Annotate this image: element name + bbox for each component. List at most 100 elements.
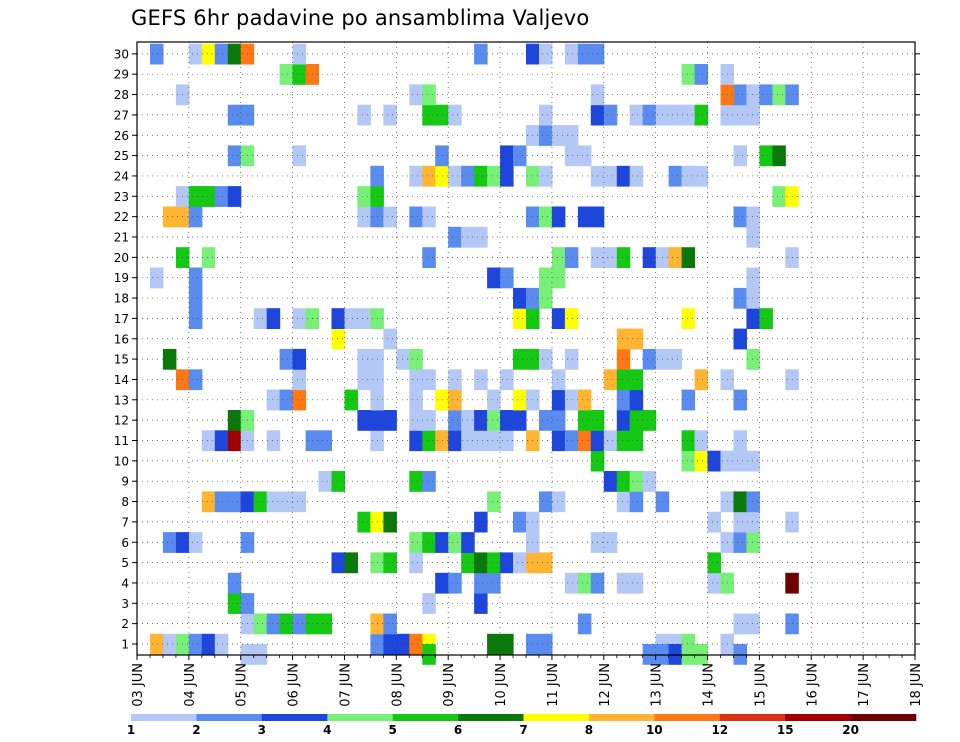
heatmap-cell: [539, 287, 553, 309]
legend-swatch: [719, 714, 786, 721]
heatmap-cell: [383, 633, 397, 655]
y-tick-label: 2: [121, 617, 129, 631]
heatmap-cell: [746, 104, 760, 126]
heatmap-cell: [733, 450, 747, 472]
heatmap-cell: [448, 165, 462, 187]
heatmap-cell: [759, 145, 773, 167]
heatmap-cell: [422, 532, 436, 553]
heatmap-cell: [733, 491, 747, 513]
heatmap-cell: [733, 104, 747, 126]
heatmap-cell: [318, 430, 332, 452]
heatmap-cell: [487, 410, 501, 431]
heatmap-cell: [150, 43, 164, 65]
heatmap-cell: [707, 552, 721, 574]
heatmap-cell: [564, 572, 579, 594]
heatmap-cell: [668, 165, 683, 187]
legend-swatch: [588, 714, 655, 721]
heatmap-cell: [214, 430, 229, 452]
heatmap-cell: [474, 552, 488, 574]
y-tick-label: 13: [114, 393, 129, 407]
heatmap-cell: [383, 613, 397, 635]
heatmap-cell: [279, 613, 294, 635]
heatmap-cell: [409, 633, 423, 655]
legend-label: 15: [777, 723, 794, 737]
heatmap-cell: [383, 552, 397, 574]
heatmap-cell: [772, 145, 786, 167]
heatmap-cell: [253, 491, 268, 513]
heatmap-cell: [474, 593, 488, 614]
heatmap-cell: [227, 491, 242, 513]
heatmap-cell: [500, 369, 514, 391]
heatmap-cell: [616, 491, 631, 513]
legend-label: 1: [127, 723, 135, 737]
heatmap-cell: [564, 389, 579, 411]
heatmap-cell: [668, 104, 683, 126]
heatmap-cell: [539, 491, 553, 513]
heatmap-cell: [733, 328, 747, 350]
legend-label: 7: [519, 723, 527, 737]
heatmap-cell: [616, 471, 631, 492]
x-tick-label: 09 JUN: [442, 663, 457, 707]
heatmap-cell: [733, 287, 747, 309]
heatmap-cell: [500, 410, 514, 431]
heatmap-cell: [681, 450, 696, 472]
heatmap-cell: [357, 308, 371, 329]
legend-label: 4: [323, 723, 331, 737]
heatmap-cell: [266, 389, 281, 411]
y-tick-label: 15: [114, 353, 129, 367]
heatmap-cell: [448, 369, 462, 391]
heatmap-cell: [357, 369, 371, 391]
heatmap-cell: [214, 43, 229, 65]
heatmap-cell: [694, 64, 709, 85]
heatmap-cell: [422, 247, 436, 268]
heatmap-cell: [577, 206, 592, 228]
legend-label: 5: [389, 723, 397, 737]
legend-swatch: [392, 714, 459, 721]
heatmap-cell: [448, 104, 462, 126]
heatmap-cell: [279, 491, 294, 513]
heatmap-cell: [707, 450, 721, 472]
heatmap-cell: [214, 633, 229, 655]
heatmap-cell: [551, 247, 566, 268]
heatmap-cell: [409, 206, 423, 228]
heatmap-cell: [603, 369, 618, 391]
heatmap-cell: [551, 369, 566, 391]
heatmap-cell: [733, 613, 747, 635]
heatmap-cell: [564, 308, 579, 329]
heatmap-cell: [577, 572, 592, 594]
y-tick-label: 22: [114, 210, 129, 224]
heatmap-cell: [279, 389, 294, 411]
heatmap-cell: [292, 389, 307, 411]
heatmap-cell: [292, 145, 307, 167]
heatmap-cell: [435, 430, 449, 452]
legend-label: 20: [842, 723, 859, 737]
heatmap-cell: [564, 430, 579, 452]
y-tick-label: 8: [121, 495, 129, 509]
heatmap-cell: [603, 430, 618, 452]
heatmap-cell: [331, 328, 345, 350]
heatmap-cell: [474, 369, 488, 391]
legend-label: 12: [711, 723, 728, 737]
heatmap-cell: [357, 206, 371, 228]
heatmap-cell: [681, 389, 696, 411]
legend-swatch: [654, 714, 720, 721]
heatmap-cell: [551, 206, 566, 228]
legend-label: 2: [192, 723, 200, 737]
heatmap-cell: [422, 410, 436, 431]
heatmap-cell: [642, 104, 657, 126]
heatmap-cell: [616, 389, 631, 411]
heatmap-cell: [487, 267, 501, 289]
heatmap-cell: [150, 633, 164, 655]
heatmap-cell: [357, 511, 371, 533]
heatmap-cell: [539, 104, 553, 126]
heatmap-cell: [253, 308, 268, 329]
heatmap-cell: [746, 226, 760, 248]
legend-swatch: [523, 714, 590, 721]
heatmap-cell: [733, 84, 747, 106]
heatmap-cell: [188, 43, 203, 65]
heatmap-cell: [422, 206, 436, 228]
heatmap-cell: [681, 308, 696, 329]
x-tick-label: 14 JUN: [702, 663, 717, 707]
heatmap-cell: [629, 389, 644, 411]
heatmap-cell: [629, 491, 644, 513]
